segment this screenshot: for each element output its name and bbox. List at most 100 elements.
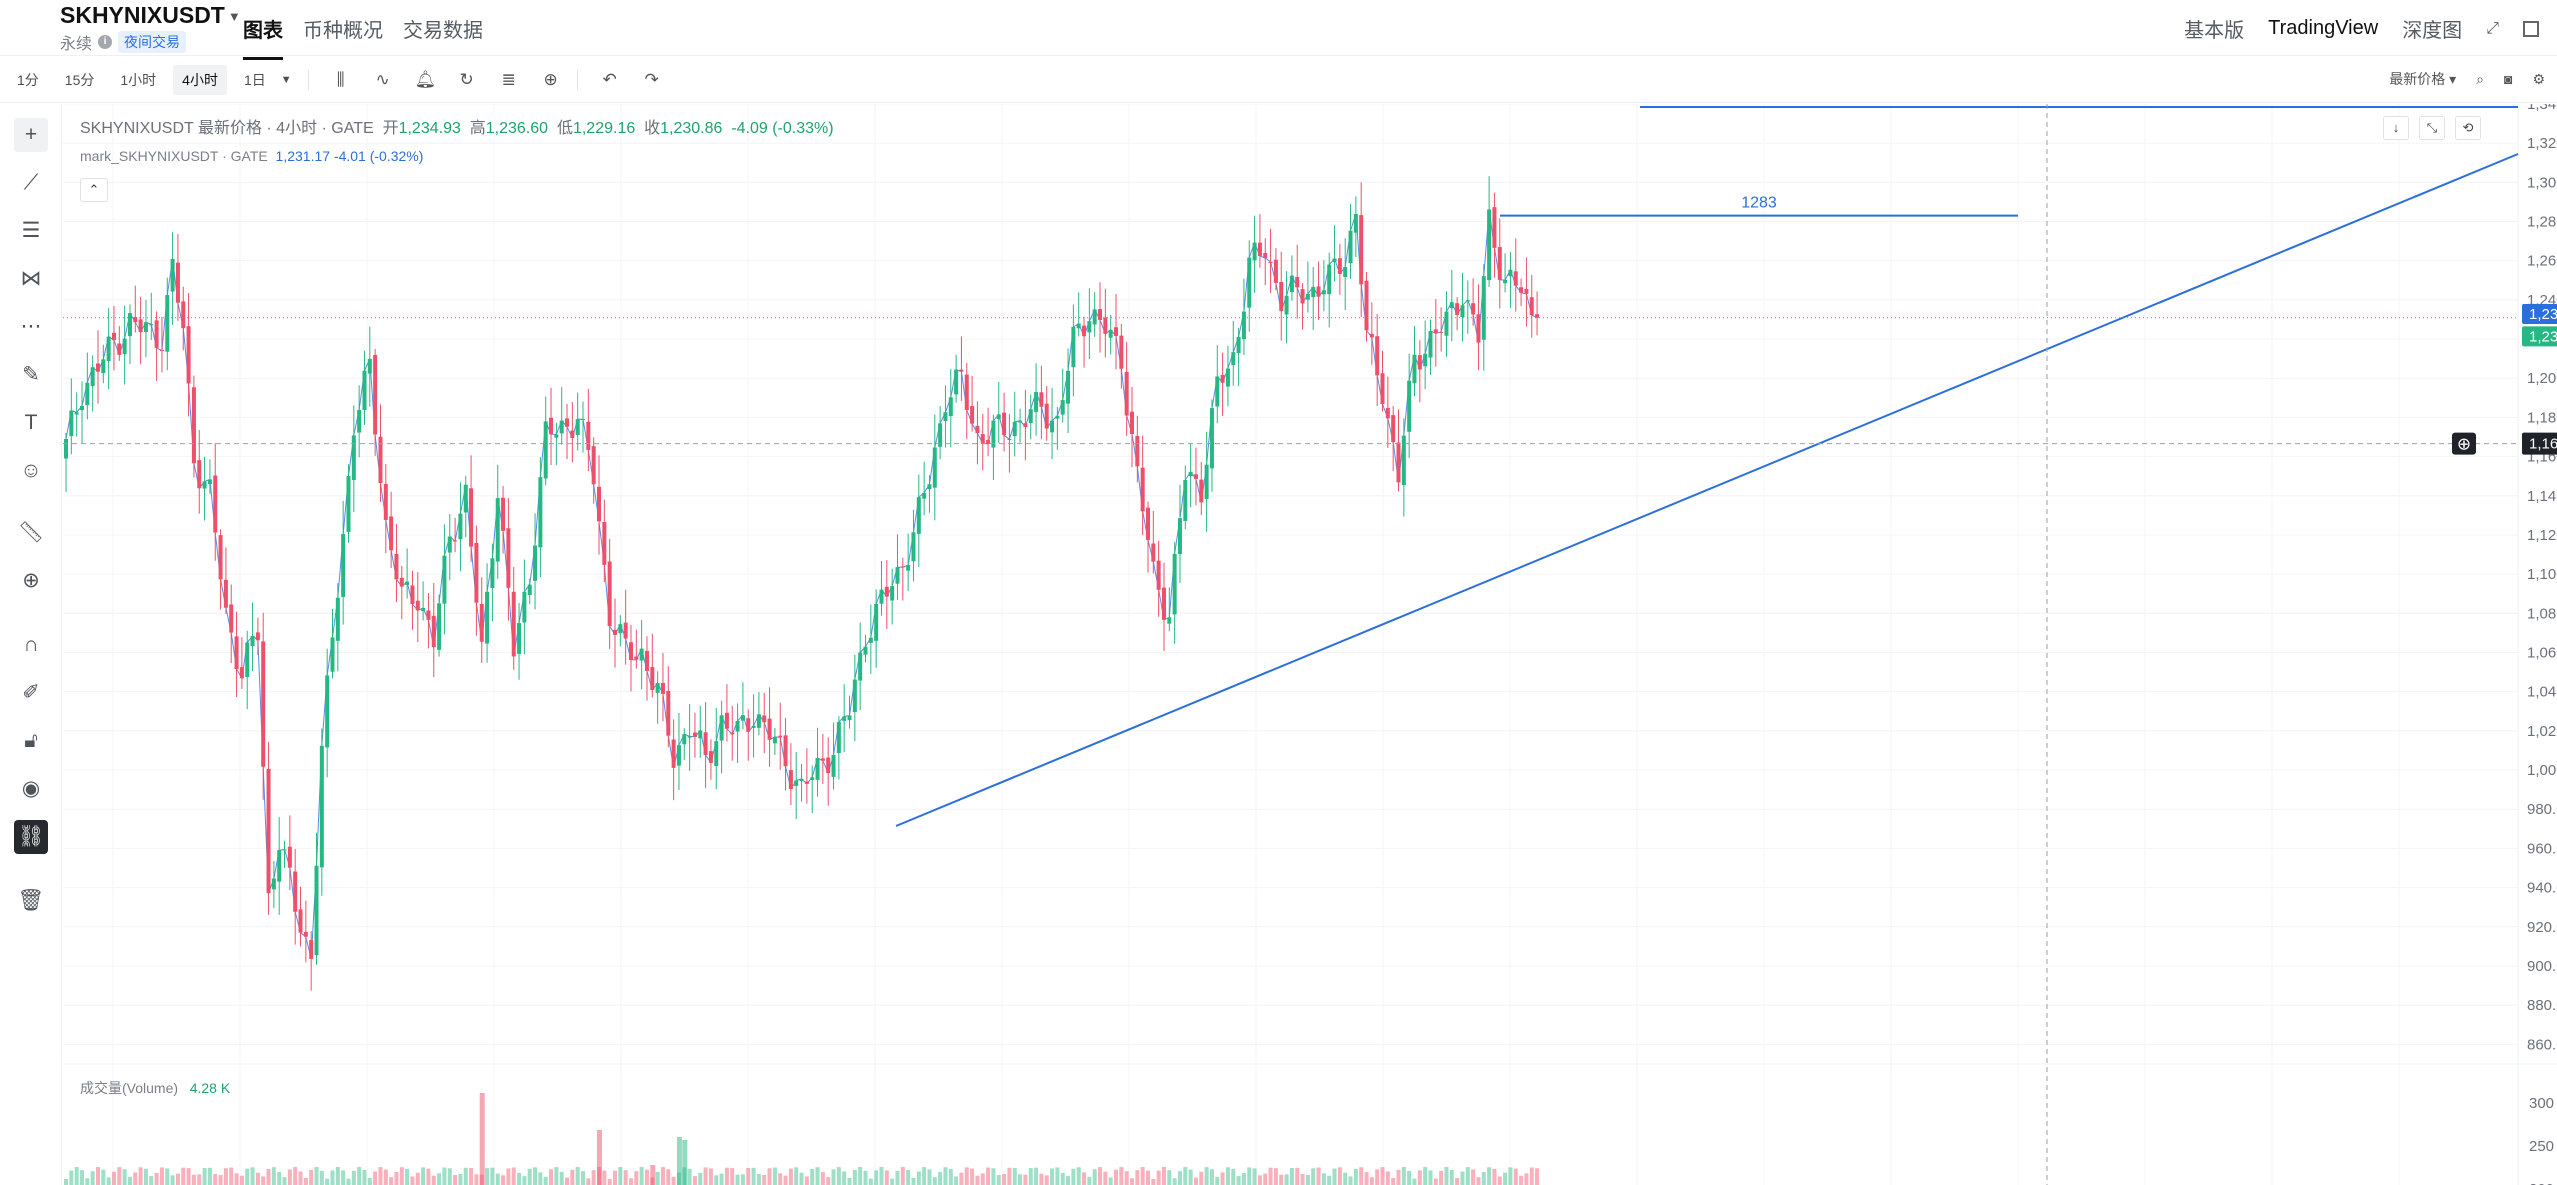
candle-body	[1028, 409, 1033, 424]
fib-tool-icon[interactable]: ☰	[21, 219, 41, 242]
interval-1h[interactable]: 1小时	[120, 71, 157, 88]
volume-bar	[1161, 1167, 1166, 1185]
candle-body	[122, 338, 127, 355]
volume-bar	[692, 1176, 697, 1185]
depth-chart-button[interactable]: 深度图	[2402, 20, 2463, 42]
volume-bar	[1018, 1174, 1023, 1185]
templates-icon[interactable]: ≣	[501, 69, 516, 89]
visibility-icon[interactable]: ◉	[21, 777, 41, 800]
interval-15m[interactable]: 15分	[64, 71, 95, 88]
volume-bar	[346, 1178, 351, 1185]
volume-bar	[1508, 1167, 1513, 1185]
candle-body	[351, 435, 356, 480]
candle-body	[1524, 288, 1529, 294]
basic-view-button[interactable]: 基本版	[2184, 20, 2245, 42]
chart-controls: ↓ ⤡ ⟲	[2383, 116, 2481, 140]
text-tool-icon[interactable]: T	[24, 411, 38, 434]
volume-bar	[522, 1176, 527, 1185]
camera-icon[interactable]: ◙	[2503, 71, 2513, 87]
interval-1d[interactable]: 1日	[243, 71, 266, 88]
reset-icon[interactable]: ⟲	[2455, 116, 2481, 140]
candle-body	[170, 259, 175, 292]
undo-icon[interactable]: ↶	[602, 69, 617, 89]
volume-bar	[442, 1167, 447, 1185]
volume-bar	[890, 1178, 895, 1185]
price-type-select[interactable]: 最新价格 ▾	[2389, 71, 2457, 87]
tab-trading-data[interactable]: 交易数据	[403, 20, 483, 42]
chart-area[interactable]: 1283 860.00 880.00 900.00 920.00 940.00 960.00…	[63, 104, 2557, 1185]
scroll-down-icon[interactable]: ↓	[2383, 116, 2409, 140]
symbol-selector[interactable]: SKHYNIXUSDT ▼	[60, 2, 241, 29]
volume-bar	[1327, 1175, 1332, 1185]
candle-body	[101, 359, 106, 374]
link-icon[interactable]: ⛓	[14, 820, 48, 854]
candle-type-icon[interactable]: ⫼	[336, 69, 345, 89]
tab-coin-overview[interactable]: 币种概况	[303, 20, 383, 42]
redo-icon[interactable]: ↷	[644, 69, 659, 89]
trash-icon[interactable]: 🗑︎	[17, 889, 45, 912]
volume-bar	[170, 1175, 175, 1185]
candle-body	[517, 622, 522, 654]
volume-bar	[1236, 1176, 1241, 1185]
brush-tool-icon[interactable]: ✎	[22, 363, 40, 386]
candle-body	[447, 536, 452, 553]
candle-body	[1476, 314, 1481, 343]
high-value: 1,236.60	[485, 120, 549, 137]
tradingview-button[interactable]: TradingView	[2268, 17, 2379, 39]
lock-icon[interactable]: 🔓︎	[24, 729, 38, 752]
volume-bar	[879, 1167, 884, 1185]
ruler-icon[interactable]: 📏︎	[17, 521, 45, 544]
crosshair-icon[interactable]: +	[14, 118, 48, 152]
interval-dropdown-icon[interactable]: ▼	[280, 73, 292, 86]
volume-bar	[389, 1177, 394, 1185]
tab-chart[interactable]: 图表	[243, 14, 283, 60]
info-icon[interactable]: i	[98, 35, 113, 49]
candle-body	[1151, 543, 1156, 562]
y-axis-tick-label: 1,300.00	[2527, 174, 2557, 191]
emoji-tool-icon[interactable]: ☺	[20, 459, 42, 482]
settings-icon[interactable]: ⚙	[2532, 70, 2545, 87]
search-icon[interactable]: ⌕	[2476, 70, 2484, 87]
volume-bar	[138, 1167, 143, 1185]
volume-bar	[1353, 1168, 1358, 1185]
pattern-tool-icon[interactable]: ⋈	[20, 267, 42, 290]
candle-body	[213, 475, 218, 533]
candle-body	[154, 320, 159, 348]
interval-1m[interactable]: 1分	[17, 71, 39, 88]
candle-body	[207, 479, 212, 485]
prediction-tool-icon[interactable]: ⋯	[20, 315, 42, 338]
volume-bar	[1279, 1174, 1284, 1185]
interval-4h[interactable]: 4小时	[173, 64, 227, 95]
add-icon[interactable]: ⊕	[543, 69, 558, 89]
volume-bar	[783, 1175, 788, 1185]
candle-body	[922, 492, 927, 499]
trendline-tool-icon[interactable]: ⟋	[23, 171, 39, 194]
replay-icon[interactable]: ↻	[459, 69, 474, 89]
collapse-legend-button[interactable]: ⌃	[80, 178, 108, 202]
volume-bar	[85, 1178, 90, 1185]
lock-drawing-icon[interactable]: ✐	[22, 681, 40, 704]
candle-body	[1066, 370, 1071, 404]
divider	[576, 69, 578, 90]
candle-body	[266, 768, 271, 894]
price-chart-svg[interactable]: 1283 860.00 880.00 900.00 920.00 940.00 960.00…	[63, 104, 2557, 1185]
expand-icon[interactable]: ⤢	[2486, 19, 2499, 37]
volume-bar	[197, 1174, 202, 1185]
volume-bar	[437, 1173, 442, 1185]
collapse-icon[interactable]: ⤡	[2419, 116, 2445, 140]
alert-icon[interactable]: 🔔︎	[414, 69, 437, 89]
volume-bar	[367, 1177, 372, 1185]
magnet-icon[interactable]: ∩	[23, 633, 39, 656]
fullscreen-icon[interactable]	[2523, 20, 2539, 37]
y-axis-tick-label: 1,280.00	[2527, 213, 2557, 230]
candle-body	[1114, 327, 1119, 337]
candle-body	[186, 326, 191, 384]
candle-body	[724, 712, 729, 729]
candle-body	[1300, 289, 1305, 304]
candle-body	[783, 735, 788, 767]
candle-body	[586, 421, 591, 451]
candle-body	[405, 581, 410, 585]
zoom-icon[interactable]: ⊕	[22, 569, 40, 592]
indicators-icon[interactable]: ∿	[375, 69, 390, 89]
candle-body	[202, 481, 207, 489]
